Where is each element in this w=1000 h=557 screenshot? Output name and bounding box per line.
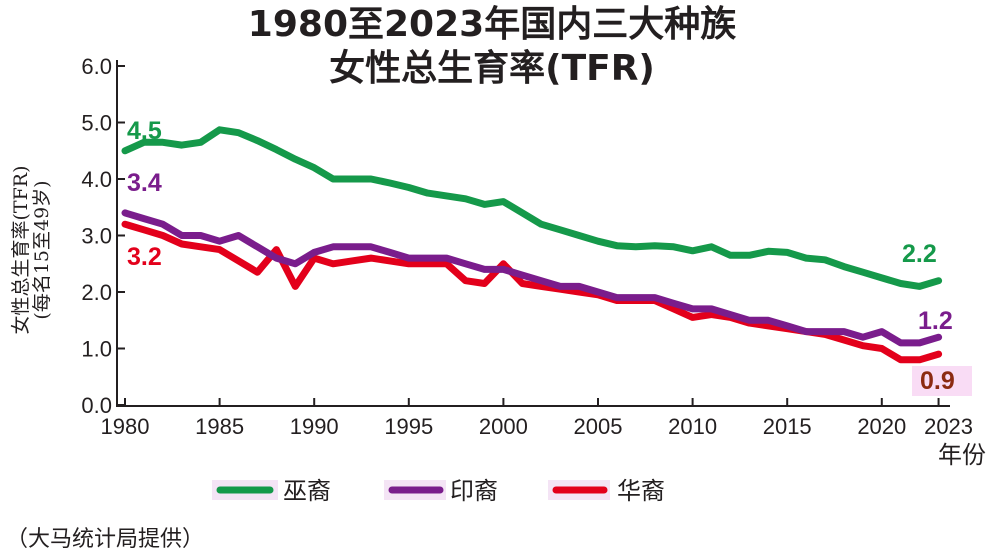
y-axis-label-1: 女性总生育率(TFR) — [10, 166, 32, 335]
y-tick-label: 4.0 — [81, 167, 112, 192]
x-axis-unit-label: 年份 — [938, 441, 986, 469]
y-tick-label: 3.0 — [81, 224, 112, 249]
source-note: （大马统计局提供） — [6, 527, 204, 552]
x-tick-label: 2015 — [763, 414, 812, 439]
series-start-label: 4.5 — [127, 117, 162, 145]
legend-label-indian: 印裔 — [450, 477, 498, 505]
y-tick-label: 1.0 — [81, 337, 112, 362]
chart-title-line-1: 1980至2023年国内三大种族 — [248, 4, 736, 45]
series-end-label: 0.9 — [920, 367, 955, 395]
series-end-label: 2.2 — [902, 240, 937, 268]
x-tick-label: 1985 — [195, 414, 244, 439]
series-line-1 — [121, 209, 943, 347]
legend-label-chinese: 华裔 — [617, 477, 665, 505]
x-tick-label: 1995 — [384, 414, 433, 439]
x-tick-label: 1980 — [101, 414, 150, 439]
series-start-label: 3.4 — [127, 169, 162, 197]
y-tick-label: 5.0 — [81, 111, 112, 136]
y-tick-label: 0.0 — [81, 393, 112, 418]
x-tick-label: 2020 — [857, 414, 906, 439]
chart-title-line-2: 女性总生育率(TFR) — [329, 48, 655, 89]
legend: 巫裔 印裔 华裔 — [212, 477, 665, 505]
x-tick-label: 2023 — [924, 414, 973, 439]
x-tick-label: 2000 — [479, 414, 528, 439]
x-tick-label: 2005 — [574, 414, 623, 439]
series-start-label: 3.2 — [127, 243, 162, 271]
y-axis-label-2: (每名15至49岁) — [31, 180, 53, 319]
y-tick-label: 2.0 — [81, 280, 112, 305]
x-tick-label: 2010 — [668, 414, 717, 439]
legend-label-malay: 巫裔 — [283, 477, 331, 505]
label-highlight — [912, 366, 972, 396]
series-end-label: 1.2 — [918, 307, 953, 335]
x-tick-label: 1990 — [290, 414, 339, 439]
series-line-0 — [121, 126, 943, 290]
y-tick-label: 6.0 — [81, 54, 112, 79]
